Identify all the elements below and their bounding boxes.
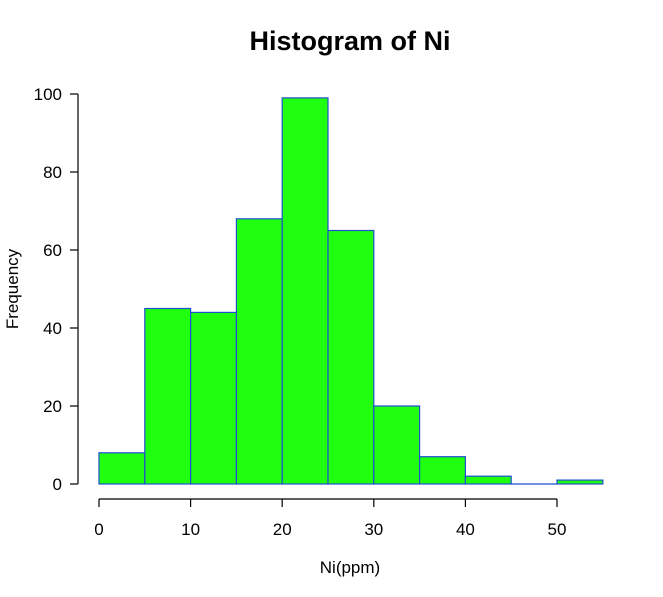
histogram-bar-10-15 — [190, 311, 238, 485]
y-axis: 0 20 40 60 80 100 — [34, 85, 79, 494]
x-tick-label-30: 30 — [364, 520, 383, 539]
histogram-bar-15-20 — [235, 218, 283, 485]
histogram-bar-30-35 — [373, 405, 421, 485]
x-tick-label-20: 20 — [273, 520, 292, 539]
histogram-bar-40-45 — [464, 475, 512, 485]
x-tick-label-50: 50 — [548, 520, 567, 539]
y-tick-label-40: 40 — [43, 319, 62, 338]
histogram-bar-0-5 — [98, 452, 146, 485]
y-tick-label-100: 100 — [34, 85, 62, 104]
x-tick-label-10: 10 — [181, 520, 200, 539]
x-axis: 0 10 20 30 40 50 — [94, 498, 567, 539]
histogram-bar-5-10 — [144, 307, 192, 485]
bars-group — [98, 97, 604, 485]
x-tick-label-0: 0 — [94, 520, 103, 539]
y-tick-label-60: 60 — [43, 241, 62, 260]
chart-title: Histogram of Ni — [249, 26, 450, 56]
y-axis-label: Frequency — [3, 248, 22, 329]
histogram-bar-35-40 — [419, 456, 467, 485]
y-tick-label-0: 0 — [53, 475, 62, 494]
x-axis-label: Ni(ppm) — [320, 558, 380, 577]
histogram-bar-50-55 — [556, 479, 604, 485]
x-tick-label-40: 40 — [456, 520, 475, 539]
histogram-bar-25-30 — [327, 229, 375, 485]
histogram-bar-20-25 — [281, 97, 329, 485]
y-tick-label-20: 20 — [43, 397, 62, 416]
y-tick-label-80: 80 — [43, 163, 62, 182]
